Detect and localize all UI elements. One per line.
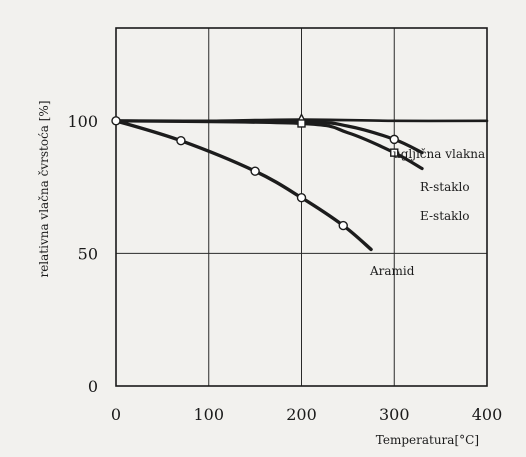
y-tick-label: 0 [88,377,98,396]
y-tick-label: 50 [78,244,98,263]
x-tick-labels: 0 100 200 300 400 [111,405,502,424]
data-point-aramid [176,136,186,146]
y-tick-labels: 0 50 100 [67,112,98,396]
series-label-e-staklo: E-staklo [420,209,470,223]
series-line-e-staklo [114,119,424,171]
series-label-r-staklo: R-staklo [420,180,470,194]
data-point-aramid [338,220,348,231]
data-point-r-staklo [389,134,399,145]
x-tick-label: 400 [472,405,503,424]
series-labels: ugljična vlakna R-staklo E-staklo Aramid [369,147,485,278]
data-point-aramid [111,116,121,126]
x-tick-label: 0 [111,405,121,424]
series-line-r-staklo [114,119,424,155]
data-point-aramid [250,166,260,176]
grid [115,28,488,387]
x-tick-label: 300 [379,405,410,424]
y-tick-label: 100 [67,112,98,131]
data-point-e-staklo [390,148,399,157]
series-line-aramid [114,119,373,252]
y-axis-label: relativna vlačna čvrstoća [%] [37,100,51,277]
x-tick-label: 100 [193,405,224,424]
series-label-uglji-na-vlakna: ugljična vlakna [393,147,485,161]
x-tick-label: 200 [286,405,317,424]
data-point-e-staklo [297,119,306,128]
x-axis-label: Temperatura[°C] [376,433,479,447]
series-group [111,112,489,252]
data-point-aramid [296,193,307,203]
series-label-aramid: Aramid [369,264,415,278]
plot-frame [115,27,488,387]
